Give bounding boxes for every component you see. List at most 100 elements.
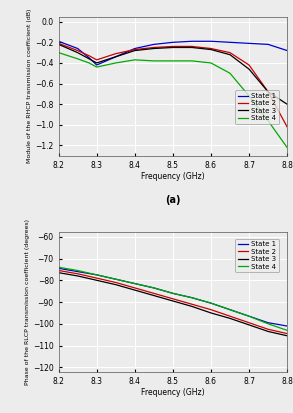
State 2 (228, 314, 232, 319)
State 3 (87, 56, 91, 61)
State 3 (228, 52, 232, 57)
Legend: State 1, State 2, State 3, State 4: State 1, State 2, State 3, State 4 (235, 90, 279, 124)
State 4 (266, 118, 270, 123)
Line: State 3: State 3 (59, 273, 287, 336)
State 1 (152, 285, 156, 290)
State 2 (209, 307, 213, 312)
State 4 (76, 268, 79, 273)
State 3 (247, 66, 251, 71)
State 4 (57, 265, 60, 270)
State 4 (190, 58, 194, 63)
State 4 (95, 64, 98, 69)
Y-axis label: Module of the RHCP transmission coefficient (dB): Module of the RHCP transmission coeffici… (28, 9, 33, 164)
State 3 (76, 50, 79, 55)
State 4 (285, 145, 289, 150)
State 3 (209, 47, 213, 52)
State 4 (285, 328, 289, 333)
State 2 (133, 285, 137, 290)
X-axis label: Frequency (GHz): Frequency (GHz) (141, 173, 205, 181)
State 1 (114, 277, 117, 282)
State 3 (76, 273, 79, 278)
State 4 (247, 93, 251, 98)
State 1 (285, 48, 289, 53)
State 4 (133, 281, 137, 286)
Line: State 4: State 4 (59, 52, 287, 147)
State 2 (171, 44, 175, 49)
State 1 (247, 314, 251, 319)
State 2 (133, 47, 137, 52)
State 3 (152, 293, 156, 298)
State 2 (95, 275, 98, 280)
State 1 (285, 323, 289, 328)
State 4 (133, 57, 137, 62)
State 1 (95, 273, 98, 278)
X-axis label: Frequency (GHz): Frequency (GHz) (141, 388, 205, 397)
State 3 (190, 304, 194, 309)
State 3 (171, 299, 175, 304)
Legend: State 1, State 2, State 3, State 4: State 1, State 2, State 3, State 4 (235, 239, 279, 273)
Line: State 3: State 3 (59, 44, 287, 104)
State 4 (171, 58, 175, 63)
State 2 (114, 51, 117, 56)
Line: State 1: State 1 (59, 268, 287, 326)
State 1 (87, 55, 91, 60)
State 2 (57, 268, 60, 273)
State 2 (266, 327, 270, 332)
State 4 (190, 295, 194, 300)
State 3 (133, 287, 137, 292)
State 2 (114, 280, 117, 285)
State 3 (285, 333, 289, 338)
State 4 (266, 321, 270, 326)
State 2 (266, 89, 270, 94)
State 2 (190, 302, 194, 307)
State 4 (209, 60, 213, 65)
State 2 (57, 41, 60, 46)
State 2 (285, 124, 289, 129)
State 2 (247, 62, 251, 67)
State 4 (247, 314, 251, 319)
State 2 (209, 46, 213, 51)
State 1 (228, 40, 232, 45)
State 4 (228, 307, 232, 312)
State 4 (76, 56, 79, 61)
State 4 (171, 291, 175, 296)
Y-axis label: Phase of the RLCP transmission coefficient (degrees): Phase of the RLCP transmission coefficie… (25, 219, 30, 385)
State 3 (152, 46, 156, 51)
State 1 (209, 301, 213, 306)
State 4 (114, 277, 117, 282)
State 2 (190, 44, 194, 49)
State 1 (57, 266, 60, 271)
State 4 (152, 58, 156, 63)
State 1 (266, 320, 270, 325)
Line: State 2: State 2 (59, 43, 287, 127)
State 3 (114, 282, 117, 287)
State 1 (209, 39, 213, 44)
State 1 (171, 40, 175, 45)
State 4 (114, 60, 117, 65)
State 1 (114, 54, 117, 59)
State 1 (152, 42, 156, 47)
State 3 (209, 311, 213, 316)
State 1 (133, 46, 137, 51)
State 4 (228, 71, 232, 76)
State 4 (209, 301, 213, 306)
State 1 (190, 295, 194, 300)
State 3 (133, 48, 137, 53)
State 2 (228, 50, 232, 55)
State 4 (152, 285, 156, 290)
State 1 (57, 39, 60, 44)
Line: State 4: State 4 (59, 267, 287, 330)
State 1 (266, 42, 270, 47)
State 3 (285, 102, 289, 107)
State 3 (57, 42, 60, 47)
State 3 (190, 45, 194, 50)
State 3 (266, 329, 270, 334)
State 2 (152, 291, 156, 296)
State 2 (87, 53, 91, 58)
State 1 (247, 41, 251, 46)
State 1 (190, 39, 194, 44)
State 4 (57, 50, 60, 55)
State 1 (76, 269, 79, 274)
State 2 (76, 48, 79, 53)
State 1 (133, 281, 137, 286)
